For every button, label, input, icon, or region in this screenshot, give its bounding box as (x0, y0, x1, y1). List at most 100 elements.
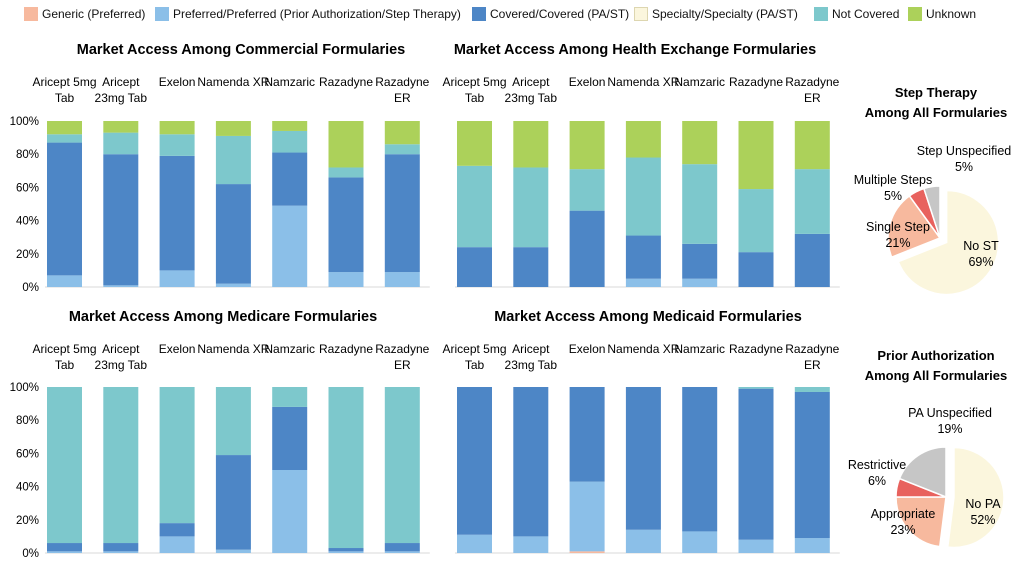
bar-segment-preferred-preferred-prior-authorization-step-therapy (103, 285, 139, 287)
bar-segment-not-covered (682, 164, 718, 244)
category-label: Razadyne (375, 342, 429, 356)
bar-segment-covered-covered-pa-st (215, 184, 251, 284)
bar-segment-not-covered (328, 387, 364, 549)
bar-segment-covered-covered-pa-st (384, 154, 420, 273)
bar-segment-covered-covered-pa-st (738, 252, 774, 287)
bar-segment-covered-covered-pa-st (738, 388, 774, 540)
bar-segment-covered-covered-pa-st (47, 142, 82, 276)
category-label: Razadyne (729, 342, 783, 356)
bar-segment-covered-covered-pa-st (625, 235, 661, 279)
pie-slice-value: 5% (955, 160, 973, 174)
category-label: 23mg Tab (95, 91, 148, 105)
bar-segment-not-covered (272, 387, 308, 407)
bar-segment-unknown (569, 121, 605, 170)
category-label: 23mg Tab (505, 91, 558, 105)
pie-slice-appropriate (895, 496, 947, 548)
category-label: Namzaric (674, 342, 725, 356)
y-tick-label: 60% (16, 182, 39, 194)
bar-segment-unknown (272, 121, 308, 131)
bar-segment-preferred-preferred-prior-authorization-step-therapy (794, 538, 830, 553)
legend-swatch-generic (24, 7, 38, 21)
bar-segment-not-covered (625, 157, 661, 236)
bar-segment-not-covered (457, 165, 492, 248)
pie-slice-value: 19% (937, 422, 962, 436)
bar-segment-covered-covered-pa-st (794, 391, 830, 539)
category-label: 23mg Tab (95, 358, 148, 372)
bar-segment-not-covered (794, 387, 830, 392)
bar-segment-covered-covered-pa-st (272, 406, 308, 470)
bar-segment-covered-covered-pa-st (457, 387, 492, 535)
category-label: Namzaric (264, 342, 315, 356)
legend-swatch-unknown (908, 7, 922, 21)
legend-swatch-not-covered (814, 7, 828, 21)
legend-label-generic: Generic (Preferred) (42, 7, 146, 21)
bar-segment-not-covered (272, 130, 308, 153)
legend-swatch-preferred (155, 7, 169, 21)
bar-segment-covered-covered-pa-st (625, 387, 661, 530)
bar-segment-covered-covered-pa-st (103, 543, 139, 552)
legend: Generic (Preferred) Preferred/Preferred … (0, 0, 1024, 28)
category-label: Aricept (102, 342, 140, 356)
category-label: Razadyne (785, 342, 839, 356)
bar-segment-unknown (47, 121, 82, 135)
y-tick-label: 40% (16, 216, 39, 228)
category-label: Aricept 5mg (442, 342, 506, 356)
category-label: Tab (55, 358, 75, 372)
bar-segment-not-covered (569, 169, 605, 211)
pie-chart-prior-authorization-among-all-formularies: Prior Authorization Among All Formularies… (848, 348, 1008, 549)
pie-slice-label: No ST (963, 239, 999, 253)
category-label: Exelon (159, 342, 196, 356)
bar-segment-covered-covered-pa-st (103, 154, 139, 286)
category-label: ER (394, 91, 411, 105)
category-label: Razadyne (729, 75, 783, 89)
category-label: Namzaric (264, 75, 315, 89)
bar-segment-unknown (328, 121, 364, 168)
y-tick-label: 100% (10, 116, 39, 128)
bar-segment-unknown (625, 121, 661, 158)
bar-segment-not-covered (47, 134, 82, 143)
bar-segment-preferred-preferred-prior-authorization-step-therapy (47, 275, 82, 287)
bar-segment-unknown (513, 121, 549, 168)
legend-label-specialty: Specialty/Specialty (PA/ST) (652, 7, 798, 21)
bar-segment-generic-preferred (569, 551, 605, 553)
category-label: Aricept (512, 75, 550, 89)
chart-title: Market Access Among Medicaid Formularies (494, 309, 802, 325)
chart-title: Market Access Among Medicare Formularies (69, 309, 377, 325)
category-label: Tab (55, 91, 75, 105)
category-label: Namenda XR (197, 75, 269, 89)
bar-segment-preferred-preferred-prior-authorization-step-therapy (159, 536, 195, 553)
bar-segment-covered-covered-pa-st (457, 247, 492, 287)
bar-chart-market-access-among-health-exchange-formularies: Market Access Among Health Exchange Form… (442, 42, 840, 288)
y-tick-label: 100% (10, 382, 39, 394)
bar-segment-not-covered (215, 135, 251, 185)
pie-slice-value: 5% (884, 189, 902, 203)
bar-segment-not-covered (159, 387, 195, 524)
bar-segment-unknown (457, 121, 492, 166)
pie-slice-label: No PA (965, 497, 1001, 511)
pie-slice-value: 23% (890, 523, 915, 537)
pie-title: Step Therapy (895, 85, 978, 100)
bar-segment-not-covered (159, 134, 195, 156)
bar-segment-not-covered (103, 387, 139, 544)
bar-segment-preferred-preferred-prior-authorization-step-therapy (215, 283, 251, 287)
bar-segment-unknown (794, 121, 830, 170)
bar-segment-preferred-preferred-prior-authorization-step-therapy (103, 551, 139, 553)
category-label: Razadyne (319, 75, 373, 89)
pie-slice-label: Single Step (866, 220, 930, 234)
category-label: Namenda XR (197, 342, 269, 356)
bar-segment-covered-covered-pa-st (794, 233, 830, 287)
pie-slice-pa-unspecified (898, 446, 947, 499)
category-label: Razadyne (319, 342, 373, 356)
bar-segment-preferred-preferred-prior-authorization-step-therapy (625, 278, 661, 287)
y-tick-label: 20% (16, 515, 39, 527)
bar-segment-covered-covered-pa-st (569, 210, 605, 287)
legend-item-specialty: Specialty/Specialty (PA/ST) (634, 7, 798, 21)
bar-segment-covered-covered-pa-st (682, 243, 718, 279)
bar-segment-preferred-preferred-prior-authorization-step-therapy (272, 205, 308, 287)
pie-slice-step-unspecified (922, 185, 941, 239)
pie-title: Among All Formularies (865, 368, 1008, 383)
pie-slice-value: 52% (970, 513, 995, 527)
bar-segment-covered-covered-pa-st (328, 548, 364, 552)
bar-segment-preferred-preferred-prior-authorization-step-therapy (457, 534, 492, 553)
bar-segment-covered-covered-pa-st (215, 455, 251, 550)
